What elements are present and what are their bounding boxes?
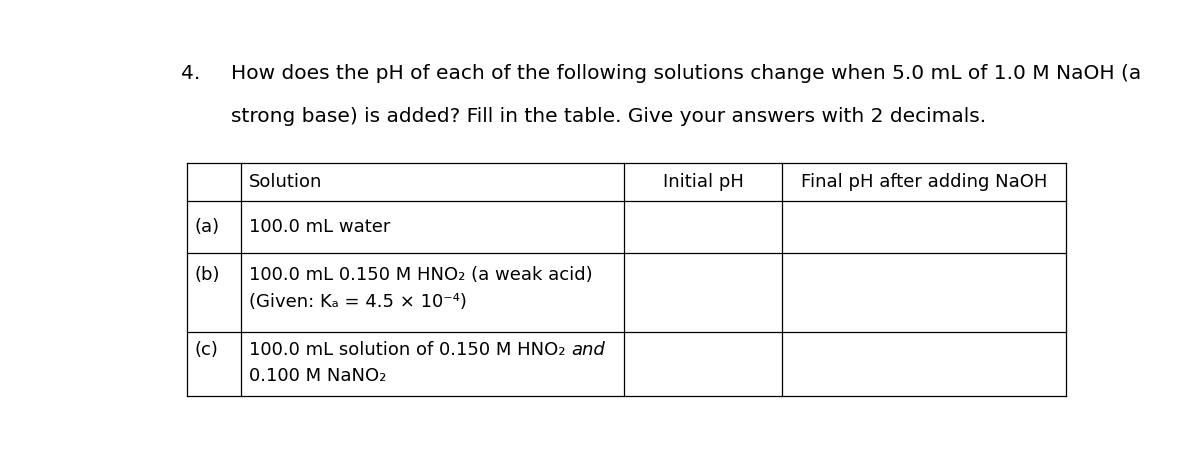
Text: (Given: Kₐ = 4.5 × 10⁻⁴): (Given: Kₐ = 4.5 × 10⁻⁴) bbox=[248, 293, 467, 311]
Text: Solution: Solution bbox=[248, 173, 322, 191]
Text: How does the pH of each of the following solutions change when 5.0 mL of 1.0 M N: How does the pH of each of the following… bbox=[230, 64, 1141, 83]
Text: (b): (b) bbox=[194, 266, 220, 284]
Text: 100.0 mL 0.150 M HNO₂ (a weak acid): 100.0 mL 0.150 M HNO₂ (a weak acid) bbox=[248, 266, 593, 284]
Text: 0.100 M NaNO₂: 0.100 M NaNO₂ bbox=[248, 367, 386, 385]
Text: Final pH after adding NaOH: Final pH after adding NaOH bbox=[802, 173, 1048, 191]
Text: 100.0 mL water: 100.0 mL water bbox=[248, 218, 390, 236]
Text: Initial pH: Initial pH bbox=[662, 173, 744, 191]
Text: and: and bbox=[571, 341, 605, 359]
Text: (a): (a) bbox=[194, 218, 220, 236]
Text: strong base) is added? Fill in the table. Give your answers with 2 decimals.: strong base) is added? Fill in the table… bbox=[230, 107, 986, 127]
Text: (c): (c) bbox=[194, 341, 218, 359]
Text: 4.: 4. bbox=[181, 64, 200, 83]
Text: 100.0 mL solution of 0.150 M HNO₂: 100.0 mL solution of 0.150 M HNO₂ bbox=[248, 341, 571, 359]
